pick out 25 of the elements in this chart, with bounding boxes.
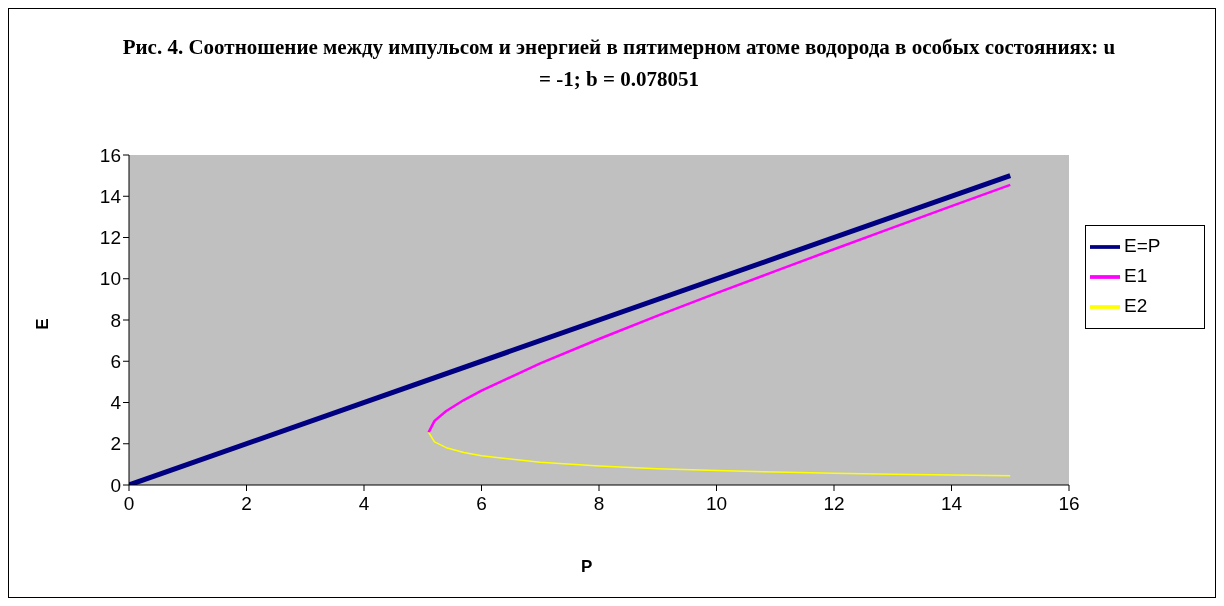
line-series — [427, 183, 1012, 434]
y-tick-label: 14 — [99, 185, 122, 207]
x-tick-label: 10 — [705, 493, 728, 515]
legend-label: E2 — [1124, 295, 1148, 317]
x-tick-label: 16 — [1058, 493, 1080, 515]
x-tick-label: 12 — [823, 493, 845, 515]
legend-label: E=P — [1124, 235, 1161, 257]
x-tick-label: 2 — [241, 493, 252, 515]
y-axis-title: E — [32, 318, 53, 330]
x-tick-label: 8 — [593, 493, 605, 515]
y-tick-label: 16 — [99, 144, 121, 166]
y-tick-label: 8 — [110, 309, 121, 331]
x-tick-label: 6 — [476, 493, 487, 515]
x-tick-label: 14 — [940, 493, 963, 515]
legend-label: E1 — [1124, 265, 1148, 287]
y-tick-label: 4 — [110, 392, 122, 414]
chart-title: Рис. 4. Соотношение между импульсом и энергией в пятимерном атоме водорода в особых состояниях: u = -1; b = 0.078051 — [121, 34, 1117, 93]
y-tick-label: 2 — [110, 433, 121, 455]
y-tick-label: 12 — [99, 227, 121, 249]
y-tick-label: 6 — [110, 350, 121, 372]
x-tick-label: 4 — [358, 493, 370, 515]
line-series — [427, 431, 1011, 477]
x-axis-title: P — [581, 557, 593, 577]
y-tick-label: 10 — [99, 268, 121, 290]
y-tick-label: 0 — [110, 474, 121, 496]
